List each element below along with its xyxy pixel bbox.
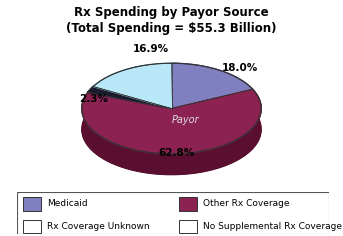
Text: (Total Spending = $55.3 Billion): (Total Spending = $55.3 Billion) — [66, 22, 277, 35]
Polygon shape — [172, 63, 253, 110]
Polygon shape — [82, 89, 261, 175]
Bar — [179, 219, 197, 233]
Bar — [23, 197, 40, 211]
Polygon shape — [93, 63, 172, 109]
Polygon shape — [82, 89, 261, 154]
Text: No Supplemental Rx Coverage: No Supplemental Rx Coverage — [203, 222, 342, 231]
Text: 18.0%: 18.0% — [221, 63, 258, 73]
Polygon shape — [88, 86, 172, 109]
Text: Rx Spending by Payor Source: Rx Spending by Payor Source — [74, 6, 269, 19]
Text: Payor: Payor — [172, 115, 200, 125]
Polygon shape — [93, 63, 172, 107]
Ellipse shape — [82, 84, 261, 175]
Text: Medicaid: Medicaid — [47, 199, 87, 208]
Polygon shape — [172, 63, 253, 109]
Bar — [23, 219, 40, 233]
Polygon shape — [88, 86, 93, 113]
Text: 62.8%: 62.8% — [158, 148, 194, 158]
Text: 16.9%: 16.9% — [133, 44, 169, 54]
Bar — [179, 197, 197, 211]
Text: Rx Coverage Unknown: Rx Coverage Unknown — [47, 222, 150, 231]
Text: 2.3%: 2.3% — [80, 94, 109, 104]
Text: Other Rx Coverage: Other Rx Coverage — [203, 199, 289, 208]
